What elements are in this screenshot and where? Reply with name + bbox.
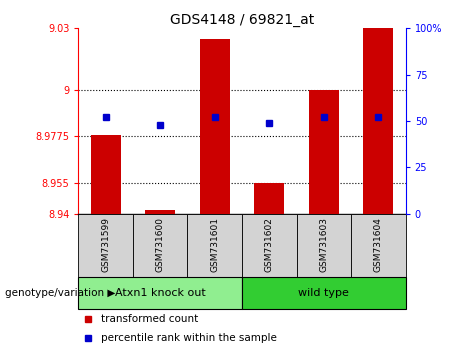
Bar [188,214,242,278]
Bar [78,214,133,278]
Bar [254,183,284,214]
Text: transformed count: transformed count [101,314,199,324]
Text: GSM731604: GSM731604 [374,217,383,272]
Bar [242,278,406,309]
Text: GSM731603: GSM731603 [319,217,328,272]
Bar [78,278,242,309]
Bar [91,136,121,214]
Title: GDS4148 / 69821_at: GDS4148 / 69821_at [170,13,314,27]
Text: GSM731600: GSM731600 [156,217,165,272]
Text: GSM731602: GSM731602 [265,217,274,272]
Bar [145,210,175,214]
Text: percentile rank within the sample: percentile rank within the sample [101,332,277,343]
Text: GSM731601: GSM731601 [210,217,219,272]
Text: genotype/variation ▶: genotype/variation ▶ [5,289,115,298]
Bar [351,214,406,278]
Bar [242,214,296,278]
Bar [296,214,351,278]
Bar [309,90,339,214]
Text: wild type: wild type [298,289,349,298]
Text: Atxn1 knock out: Atxn1 knock out [115,289,206,298]
Text: GSM731599: GSM731599 [101,217,110,272]
Bar [363,28,393,214]
Bar [200,39,230,214]
Bar [133,214,188,278]
